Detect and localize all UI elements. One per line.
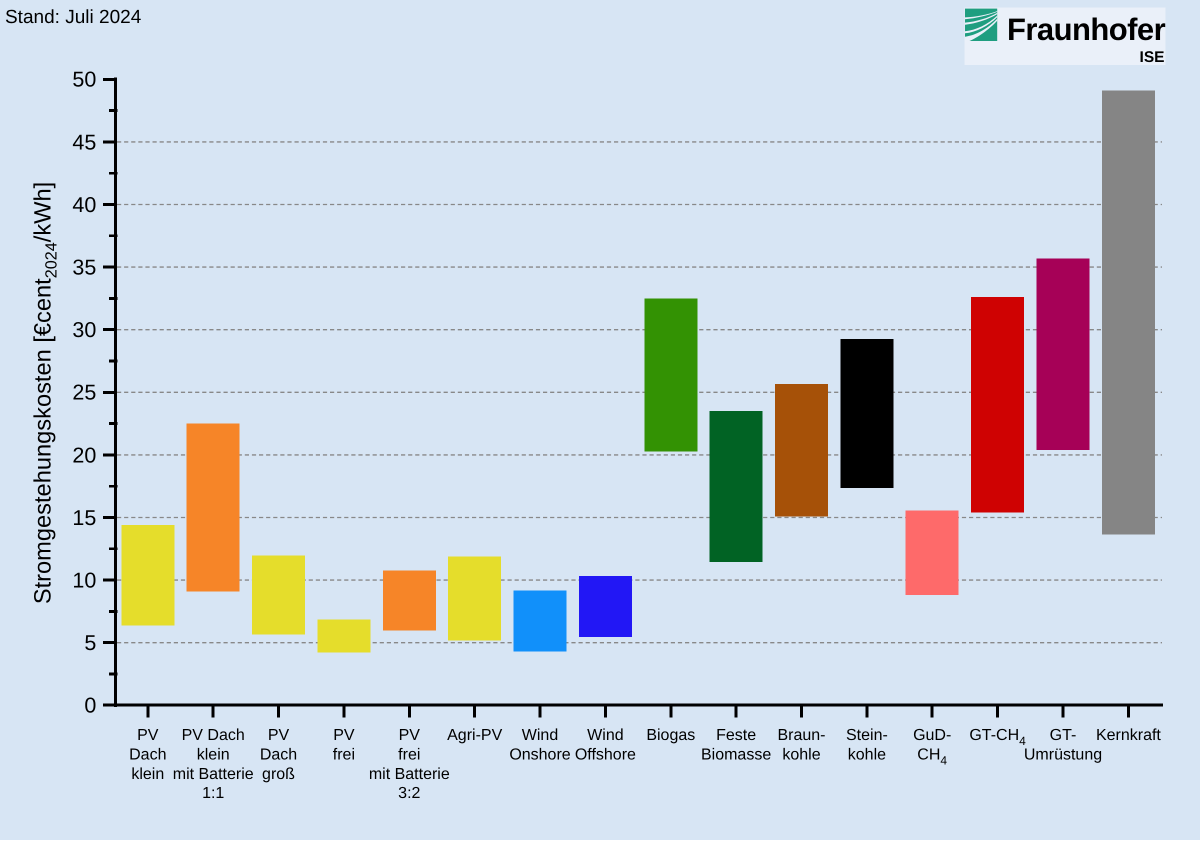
svg-text:35: 35 <box>72 256 96 280</box>
svg-text:1:1: 1:1 <box>202 785 224 802</box>
svg-text:Kernkraft: Kernkraft <box>1096 727 1161 744</box>
svg-text:30: 30 <box>72 318 96 342</box>
svg-text:20: 20 <box>72 443 96 467</box>
svg-text:45: 45 <box>72 130 96 154</box>
svg-text:Offshore: Offshore <box>575 747 636 764</box>
svg-text:PV: PV <box>268 727 290 744</box>
svg-text:frei: frei <box>398 747 420 764</box>
svg-text:Dach: Dach <box>129 747 166 764</box>
svg-text:Biogas: Biogas <box>646 727 695 744</box>
svg-text:Braun-: Braun- <box>777 727 825 744</box>
svg-text:Umrüstung: Umrüstung <box>1024 747 1102 764</box>
svg-text:Fraunhofer: Fraunhofer <box>1007 12 1166 47</box>
svg-text:Wind: Wind <box>522 727 558 744</box>
svg-text:Agri-PV: Agri-PV <box>447 727 502 744</box>
svg-text:PV: PV <box>399 727 421 744</box>
svg-text:ISE: ISE <box>1140 49 1165 66</box>
svg-text:15: 15 <box>72 506 96 530</box>
svg-text:Biomasse: Biomasse <box>701 747 771 764</box>
svg-text:groß: groß <box>262 766 295 783</box>
svg-text:PV: PV <box>137 727 159 744</box>
svg-text:Stand: Juli 2024: Stand: Juli 2024 <box>5 7 142 28</box>
svg-text:50: 50 <box>72 68 96 92</box>
svg-text:Dach: Dach <box>260 747 297 764</box>
svg-text:40: 40 <box>72 193 96 217</box>
svg-text:GT-: GT- <box>1050 727 1077 744</box>
svg-text:3:2: 3:2 <box>398 785 420 802</box>
svg-text:kohle: kohle <box>782 747 820 764</box>
svg-text:klein: klein <box>131 766 164 783</box>
svg-text:Onshore: Onshore <box>509 747 570 764</box>
svg-text:kohle: kohle <box>848 747 886 764</box>
svg-text:10: 10 <box>72 569 96 593</box>
svg-text:GuD-: GuD- <box>913 727 951 744</box>
svg-text:Feste: Feste <box>716 727 756 744</box>
svg-text:PV Dach: PV Dach <box>182 727 245 744</box>
svg-text:25: 25 <box>72 381 96 405</box>
svg-text:PV: PV <box>333 727 355 744</box>
svg-text:mit Batterie: mit Batterie <box>173 766 254 783</box>
svg-text:klein: klein <box>197 747 230 764</box>
svg-text:mit Batterie: mit Batterie <box>369 766 450 783</box>
svg-text:Stein-: Stein- <box>846 727 888 744</box>
svg-text:frei: frei <box>333 747 355 764</box>
svg-text:0: 0 <box>84 694 96 718</box>
svg-text:5: 5 <box>84 631 96 655</box>
svg-text:Wind: Wind <box>587 727 623 744</box>
svg-text:GT-CH4: GT-CH4 <box>969 727 1026 748</box>
svg-text:CH4: CH4 <box>917 747 947 768</box>
